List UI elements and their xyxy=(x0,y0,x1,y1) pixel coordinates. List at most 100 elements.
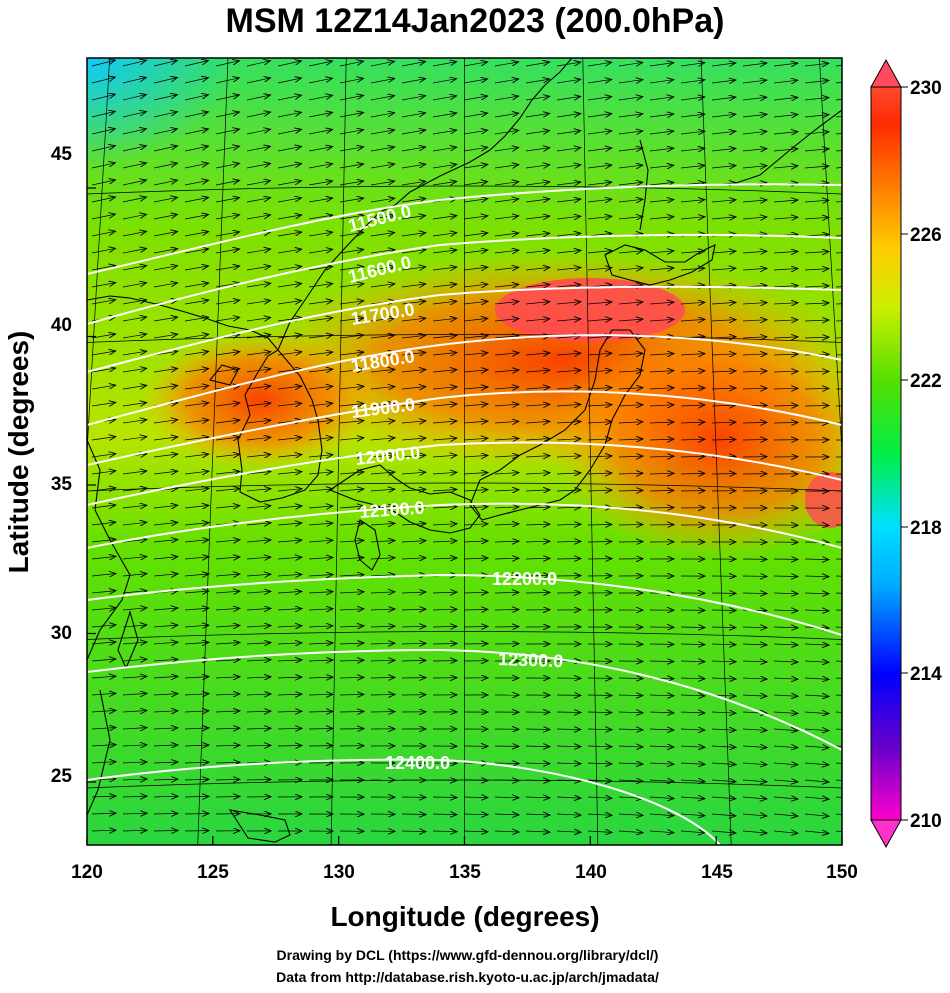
wind-arrow xyxy=(401,404,426,406)
wind-arrow xyxy=(804,559,829,560)
wind-arrow xyxy=(773,217,798,219)
wind-arrow xyxy=(370,181,395,186)
wind-arrow xyxy=(153,505,178,508)
contour-label-12400: 12400.0 xyxy=(385,753,450,773)
wind-arrow xyxy=(184,540,209,542)
wind-arrow xyxy=(463,301,488,304)
wind-arrow xyxy=(680,388,705,389)
x-tick-label-130: 130 xyxy=(323,862,355,883)
wind-arrow xyxy=(339,506,364,508)
wind-arrow xyxy=(91,77,115,84)
wind-arrow xyxy=(184,334,209,339)
wind-arrow xyxy=(494,302,519,305)
wind-arrow xyxy=(649,354,674,356)
wind-arrow xyxy=(587,695,612,696)
wind-arrow xyxy=(711,251,736,253)
wind-arrow xyxy=(308,711,333,712)
wind-arrow xyxy=(587,439,612,440)
wind-arrow xyxy=(463,79,488,84)
wind-arrow xyxy=(401,472,426,474)
wind-arrow xyxy=(742,678,767,679)
wind-arrow xyxy=(122,437,147,440)
wind-arrow xyxy=(587,814,612,815)
wind-arrow xyxy=(215,540,240,542)
wind-arrow xyxy=(463,284,488,287)
meridian-line xyxy=(330,58,347,845)
wind-arrow xyxy=(308,609,333,610)
y-tick-label-25: 25 xyxy=(51,766,73,787)
wind-arrow xyxy=(122,557,147,560)
wind-arrow xyxy=(370,335,395,338)
wind-arrow xyxy=(277,78,302,84)
wind-arrow xyxy=(711,97,736,100)
wind-arrow xyxy=(432,113,457,118)
wind-arrow xyxy=(835,354,842,356)
wind-arrow xyxy=(91,762,116,763)
wind-arrow xyxy=(742,63,767,66)
wind-arrow xyxy=(153,437,178,440)
wind-arrow xyxy=(432,233,457,236)
wind-arrow xyxy=(525,439,550,441)
wind-arrow xyxy=(246,780,271,781)
wind-arrow xyxy=(370,489,395,491)
wind-arrow xyxy=(494,182,519,185)
wind-arrow xyxy=(618,456,643,457)
wind-arrow xyxy=(122,762,147,763)
wind-arrow xyxy=(184,61,208,67)
wind-arrow xyxy=(804,729,829,731)
wind-arrow xyxy=(308,369,333,372)
wind-arrow xyxy=(587,353,612,355)
wind-arrow xyxy=(246,472,271,475)
wind-arrow xyxy=(525,421,550,423)
wind-arrow xyxy=(432,62,457,67)
wind-arrow xyxy=(463,524,488,525)
wind-arrow xyxy=(711,729,736,730)
wind-arrow xyxy=(277,181,302,186)
wind-arrow xyxy=(184,557,209,559)
wind-arrow xyxy=(370,233,395,237)
y-tick-label-30: 30 xyxy=(51,623,72,644)
wind-arrow xyxy=(246,677,271,678)
wind-arrow xyxy=(525,524,550,525)
wind-arrow xyxy=(339,472,364,474)
wind-arrow xyxy=(339,95,364,101)
wind-arrow xyxy=(587,199,612,202)
wind-arrow xyxy=(339,113,364,118)
wind-arrow xyxy=(184,215,209,220)
wind-arrow xyxy=(773,644,798,645)
wind-arrow xyxy=(618,746,643,747)
wind-arrow xyxy=(277,626,302,627)
wind-arrow xyxy=(804,337,829,338)
wind-arrow xyxy=(525,797,550,798)
y-tick-label-40: 40 xyxy=(51,315,72,336)
wind-arrow xyxy=(587,490,612,491)
wind-arrow xyxy=(711,354,736,355)
wind-arrow xyxy=(711,678,736,679)
wind-arrow xyxy=(215,625,240,627)
wind-arrow xyxy=(246,146,271,152)
wind-arrow xyxy=(184,694,209,695)
wind-arrow xyxy=(370,130,395,135)
wind-arrow xyxy=(556,199,581,202)
wind-arrow xyxy=(835,762,842,764)
wind-arrow xyxy=(401,455,426,457)
wind-arrow xyxy=(618,80,643,83)
wind-arrow xyxy=(680,729,705,730)
wind-arrow xyxy=(556,216,581,219)
wind-arrow xyxy=(587,268,612,270)
wind-arrow xyxy=(463,558,488,559)
wind-arrow xyxy=(401,96,426,101)
wind-arrow xyxy=(370,164,395,169)
wind-arrow xyxy=(525,165,550,168)
wind-arrow xyxy=(711,814,736,816)
wind-arrow xyxy=(742,644,767,645)
wind-arrow xyxy=(618,695,643,696)
wind-arrow xyxy=(184,283,209,288)
wind-arrow xyxy=(122,471,147,474)
wind-arrow xyxy=(680,661,705,662)
wind-arrow xyxy=(711,797,736,799)
wind-arrow xyxy=(184,711,209,712)
wind-arrow xyxy=(308,694,333,695)
wind-arrow xyxy=(153,642,178,644)
